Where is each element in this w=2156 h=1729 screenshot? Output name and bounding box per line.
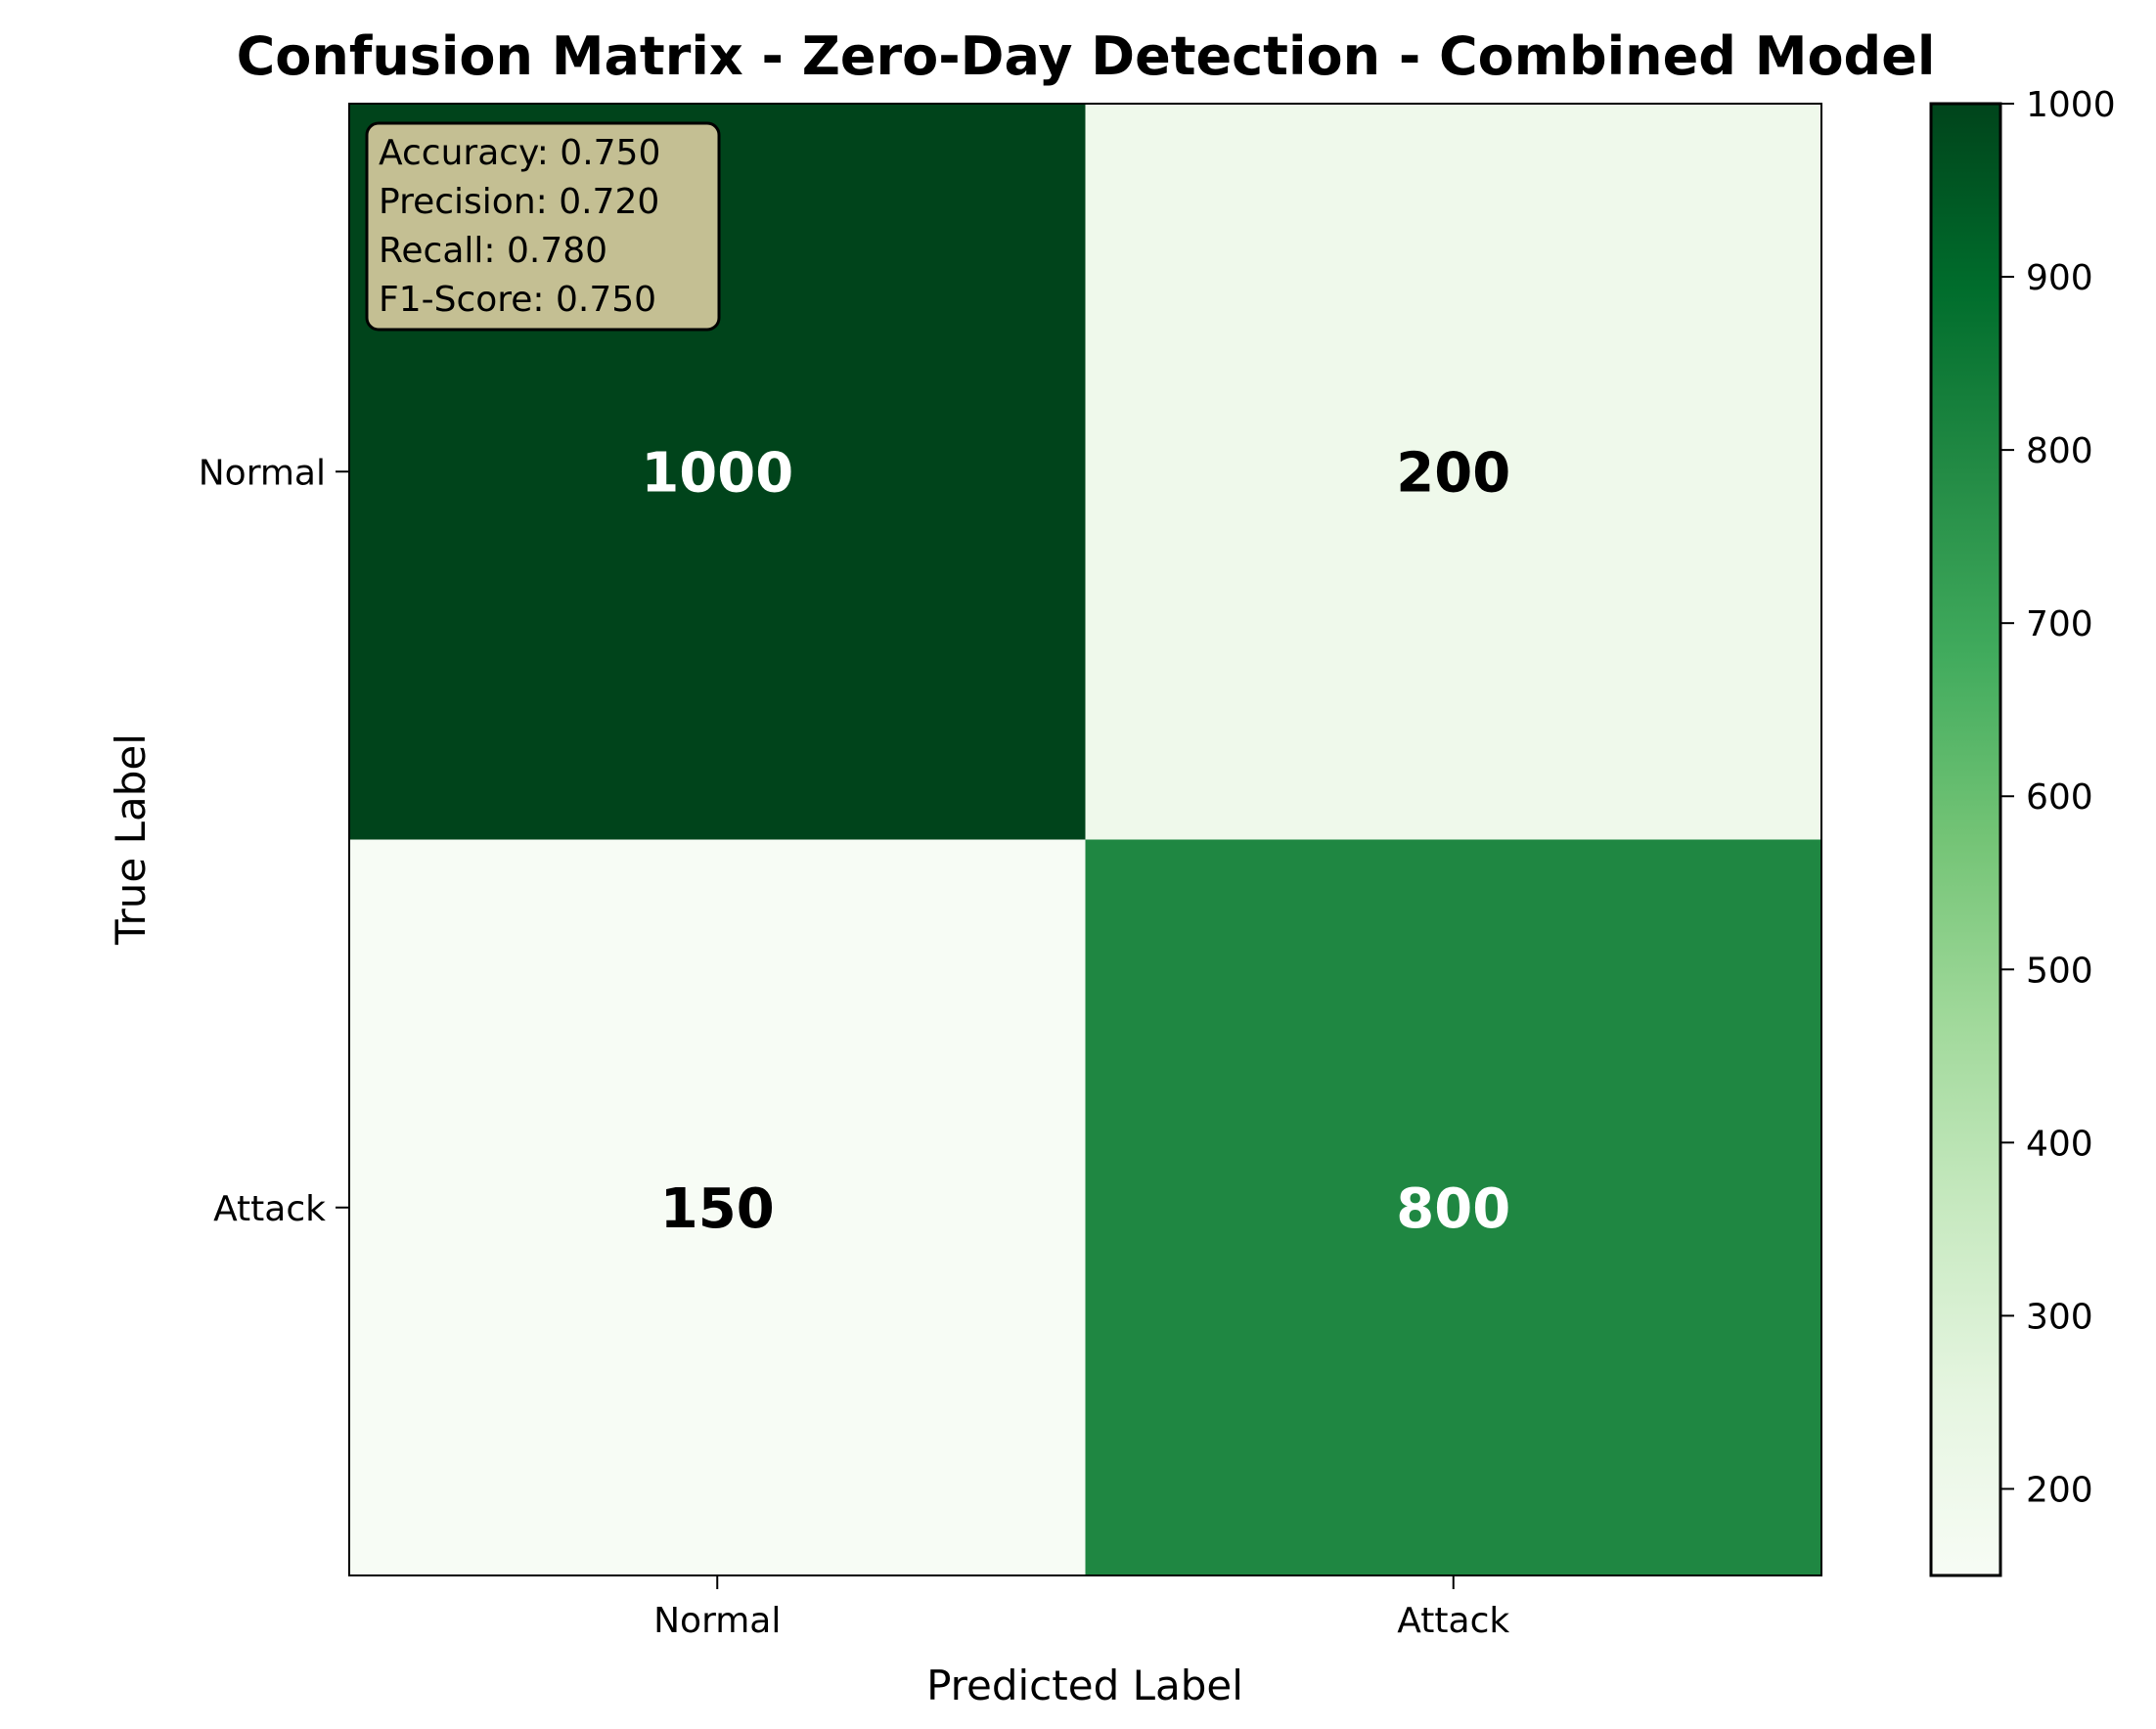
y-axis-ticks: Normal Attack	[199, 453, 349, 1229]
colorbar-tick-label: 300	[2026, 1297, 2093, 1337]
metrics-box: Accuracy: 0.750 Precision: 0.720 Recall:…	[365, 121, 721, 332]
heatmap-cell	[1085, 839, 1821, 1575]
metric-recall: Recall: 0.780	[379, 231, 607, 271]
y-tick-label: Attack	[213, 1189, 326, 1229]
chart-title: Confusion Matrix - Zero-Day Detection - …	[237, 25, 1936, 87]
colorbar-tick-label: 900	[2026, 258, 2093, 298]
metric-f1-score: F1-Score: 0.750	[379, 280, 656, 320]
y-axis-label: True Label	[107, 733, 155, 946]
heatmap-cell	[349, 839, 1086, 1575]
y-tick-label: Normal	[199, 453, 326, 493]
colorbar-tick-label: 700	[2026, 604, 2093, 644]
cell-value-labels: 1000 200 150 800	[641, 441, 1510, 1241]
x-tick-label: Normal	[653, 1601, 781, 1641]
metric-accuracy: Accuracy: 0.750	[379, 133, 660, 173]
colorbar-tick-label: 400	[2026, 1124, 2093, 1164]
cell-value-label: 200	[1396, 441, 1510, 505]
heatmap-cell	[1085, 104, 1821, 840]
metrics-box-background	[365, 121, 721, 332]
colorbar-tick-label: 800	[2026, 431, 2093, 471]
cell-value-label: 1000	[641, 441, 793, 505]
plot-frame	[348, 103, 1822, 1576]
colorbar-tick-label: 200	[2026, 1470, 2093, 1510]
x-axis-label: Predicted Label	[926, 1662, 1243, 1709]
colorbar	[1929, 102, 2002, 1577]
colorbar-tick-label: 600	[2026, 777, 2093, 818]
colorbar-tick-label: 500	[2026, 951, 2093, 991]
cell-value-label: 150	[660, 1177, 775, 1241]
colorbar-tick-label: 1000	[2026, 85, 2116, 125]
cell-value-label: 800	[1396, 1177, 1510, 1241]
x-axis-ticks: Normal Attack	[653, 1575, 1509, 1641]
colorbar-ticks: 200 300 400 500 600 700 800 900 1000	[2000, 85, 2116, 1510]
x-tick-label: Attack	[1397, 1601, 1509, 1641]
metric-precision: Precision: 0.720	[379, 182, 659, 222]
